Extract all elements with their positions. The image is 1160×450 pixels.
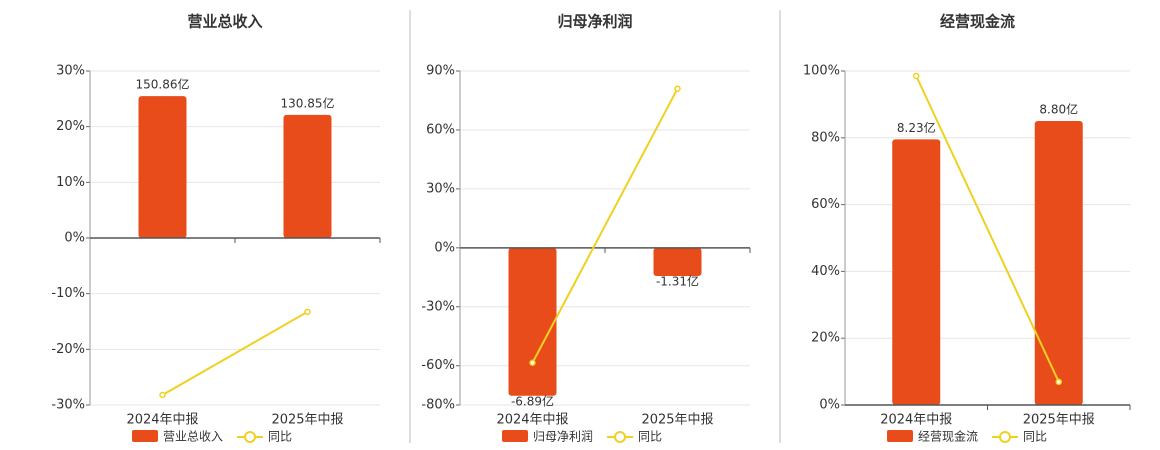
y-tick-label: -60% (421, 358, 455, 373)
line (162, 310, 308, 396)
point (159, 391, 166, 399)
point (913, 72, 920, 80)
value-label: -6.89亿 (511, 393, 554, 408)
bar (508, 247, 557, 396)
x-tick-label: 2024年中报 (496, 413, 568, 428)
point (304, 308, 311, 316)
y-tick-label: 20% (811, 331, 840, 346)
y-tick-label: 0% (819, 398, 840, 413)
value-label: -1.31亿 (656, 273, 699, 288)
bar (653, 247, 702, 276)
value-label: 8.23亿 (897, 120, 936, 135)
bar (138, 96, 187, 238)
y-tick-label: 10% (56, 175, 85, 190)
legend-swatch (502, 430, 528, 442)
x-tick-label: 2024年中报 (880, 413, 952, 428)
x-tick-label: 2024年中报 (126, 413, 198, 428)
legend-label: 归母净利润 (533, 430, 593, 444)
y-tick-label: -30% (51, 398, 85, 413)
y-tick-label: -20% (51, 342, 85, 357)
y-tick-label: 30% (426, 181, 455, 196)
bar (283, 114, 332, 238)
legend-label: 同比 (1023, 430, 1047, 444)
y-tick-label: -30% (421, 299, 455, 314)
legend-swatch (887, 430, 913, 442)
value-label: 130.85亿 (281, 95, 335, 110)
y-tick-label: 0% (434, 240, 455, 255)
y-tick-label: 80% (811, 130, 840, 145)
point (1055, 378, 1062, 386)
y-tick-label: 0% (64, 231, 85, 246)
legend-label: 营业总收入 (163, 430, 223, 444)
value-label: 8.80亿 (1039, 102, 1078, 117)
line (531, 88, 679, 364)
y-tick-label: -80% (421, 398, 455, 413)
x-tick-label: 2025年中报 (641, 413, 713, 428)
legend-swatch (132, 430, 158, 442)
legend-label: 同比 (268, 430, 292, 444)
y-tick-label: 90% (426, 64, 455, 79)
y-tick-label: 40% (811, 264, 840, 279)
point (529, 359, 536, 367)
chart-title: 营业总收入 (187, 13, 262, 31)
point (674, 85, 681, 92)
value-label: 150.86亿 (136, 77, 190, 92)
legend-marker (999, 431, 1012, 443)
chart-title: 经营现金流 (940, 13, 1015, 31)
x-tick-label: 2025年中报 (1023, 413, 1095, 428)
bar (892, 139, 941, 406)
y-tick-label: 30% (56, 64, 85, 79)
bar (1034, 121, 1083, 406)
y-tick-label: 60% (426, 122, 455, 137)
x-tick-label: 2025年中报 (271, 413, 343, 428)
legend-label: 经营现金流 (918, 429, 978, 444)
line (915, 75, 1060, 383)
legend-label: 同比 (638, 430, 662, 444)
y-tick-label: 100% (803, 64, 840, 79)
y-tick-label: -10% (51, 286, 85, 301)
y-tick-label: 60% (811, 197, 840, 212)
chart-title: 归母净利润 (557, 13, 632, 31)
y-tick-label: 20% (56, 119, 85, 134)
legend-marker (244, 431, 257, 443)
legend-marker (614, 431, 627, 443)
